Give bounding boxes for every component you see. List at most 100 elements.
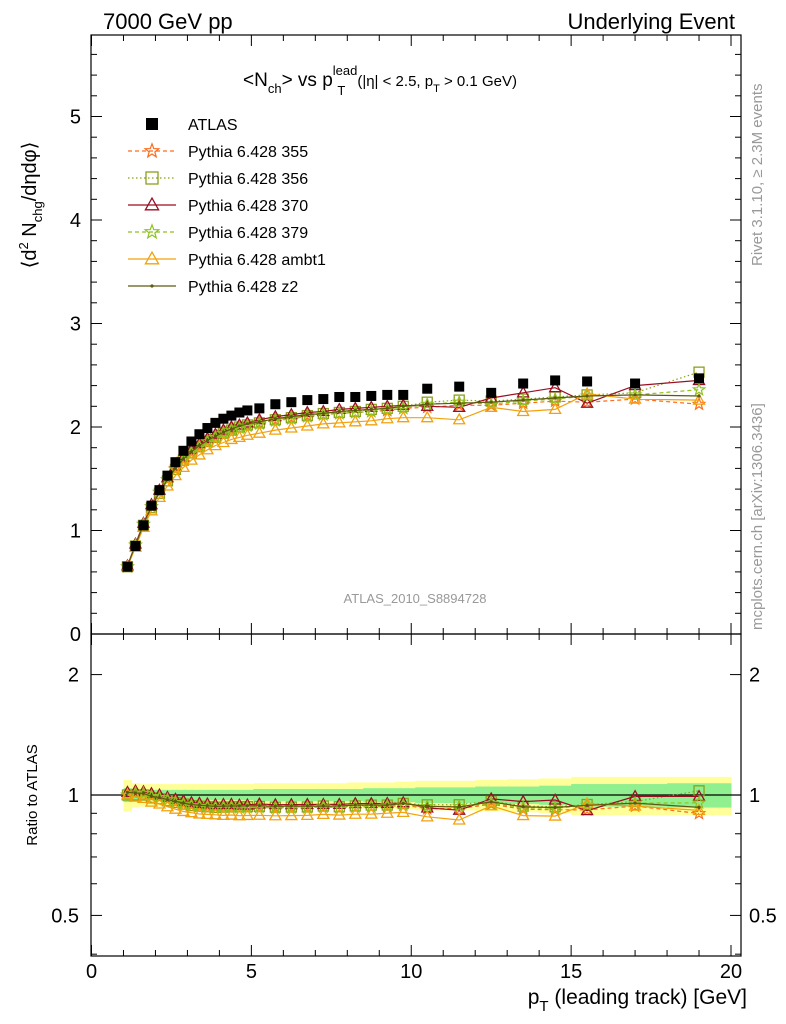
data-point [240,415,254,428]
data-point [286,397,297,408]
data-point [146,500,157,511]
legend: ATLAS Pythia 6.428 355 Pythia 6.428 356 Pyt… [128,117,326,296]
ratio-point [216,808,231,821]
ratio-point [457,805,461,809]
data-point [380,411,394,424]
data-point [189,450,194,454]
legend-label: Pythia 6.428 ambt1 [188,252,326,269]
data-point [332,415,346,428]
ratio-point [484,798,498,811]
data-point [232,430,246,442]
rivet-label: Rivet 3.1.10, ≥ 2.3M events [749,84,766,267]
data-point [585,394,589,398]
ratio-ticks [91,634,741,956]
ratio-point [305,804,309,808]
data-point [168,468,183,481]
ratio-point [451,798,467,813]
ratio-point [627,798,643,813]
data-point [138,520,149,531]
series-4 [120,382,707,573]
legend-marker [144,196,160,211]
ratio-point [692,803,706,816]
main-ticks [91,35,741,635]
ratio-point [580,796,594,809]
ratio-point [364,807,378,819]
main-ytick-label: 4 [70,210,81,232]
data-point [582,376,593,387]
ratio-point [697,805,701,809]
legend-marker [144,250,160,265]
title-cond-open: (|η| < 2.5, p [357,73,433,90]
data-point [422,383,433,394]
data-point [245,422,249,426]
ratio-point [221,804,225,808]
ratio-point [144,795,159,807]
ratio-point [633,801,637,805]
main-ytick-label: 0 [70,624,81,646]
main-series [120,366,707,573]
data-point [580,396,594,408]
ratio-point [268,808,282,821]
ratio-point [149,794,154,799]
data-point [221,430,225,434]
ratio-point [369,803,373,807]
data-point [396,398,410,410]
xtick-label: 20 [720,961,742,983]
ratio-point [284,808,298,821]
ratio-point [136,791,151,803]
data-point [580,386,594,399]
series-3 [120,373,706,571]
series-line [126,371,700,567]
header-left: 7000 GeV pp [103,9,233,34]
ratio-ytick-label-right: 1 [749,785,760,807]
data-point [318,394,329,405]
data-point [425,402,429,406]
main-ytick-labels: 0 1 2 3 4 5 [70,107,81,647]
legend-marker [146,118,158,130]
ratio-point [521,805,525,809]
main-ytick-label: 2 [70,417,81,439]
data-point [237,424,241,428]
data-point [197,444,202,448]
ratio-point [192,806,207,819]
ratio-point [289,804,293,808]
data-point [194,429,205,440]
title-cond-T: T [433,83,440,95]
ratio-point [168,802,183,814]
ratio-point [516,808,530,821]
data-point [452,412,466,425]
ratio-ylabel: Ratio to ATLAS [24,744,41,845]
data-point [229,427,233,431]
ratio-point [425,804,429,808]
xtick-label: 0 [86,961,97,983]
title-main: <N [243,70,268,91]
data-point [205,438,210,443]
data-point [369,407,373,412]
legend-marker [143,223,161,240]
data-point [224,432,239,445]
data-point [550,375,561,386]
ratio-point [452,812,466,825]
ratio-ytick-label: 0.5 [51,905,79,927]
data-point [454,381,465,392]
ratio-point [173,799,178,803]
title-cond-close: > 0.1 GeV) [440,73,517,90]
ratio-point [321,804,325,808]
ratio-point [273,804,277,808]
main-ytick-label: 3 [70,314,81,336]
title-vs: > vs p [282,70,333,91]
title-T-sub: T [337,83,345,98]
ratio-point [548,809,562,821]
data-point [234,407,245,418]
ratio-point [208,807,223,820]
ratio-point [181,801,186,805]
data-point [289,415,293,419]
data-point [627,387,643,402]
legend-label: Pythia 6.428 356 [188,171,308,188]
data-point [457,401,461,405]
plot-title: <Nch> vs plead T(|η| < 2.5, pT > 0.1 GeV) [243,63,517,98]
data-point [348,414,362,427]
ratio-point [385,803,389,807]
series-1 [120,391,707,573]
xtick-label: 10 [400,961,422,983]
